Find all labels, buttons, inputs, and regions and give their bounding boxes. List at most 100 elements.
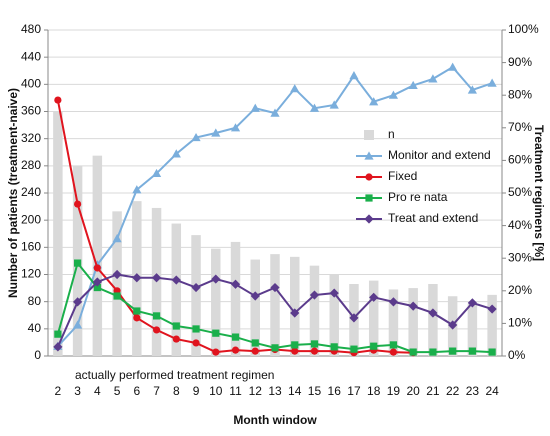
- y-tick-label: 120: [21, 267, 41, 281]
- marker: [151, 168, 162, 178]
- marker: [211, 274, 221, 284]
- y2-axis-title: Treatment regimens [%]: [532, 125, 546, 261]
- marker: [428, 74, 438, 83]
- y-tick-label: 40: [28, 321, 42, 335]
- marker: [250, 291, 260, 301]
- marker: [350, 345, 358, 353]
- marker: [365, 194, 373, 202]
- x-tick-label: 23: [466, 384, 480, 398]
- legend-label: Treat and extend: [388, 211, 478, 225]
- y2-tick-label: 0%: [508, 348, 526, 362]
- marker: [192, 325, 200, 333]
- marker: [349, 313, 359, 323]
- legend-label: Monitor and extend: [388, 148, 491, 162]
- marker: [132, 185, 142, 194]
- y-tick-label: 320: [21, 131, 41, 145]
- bar: [92, 155, 103, 356]
- y-tick-label: 440: [21, 49, 41, 63]
- marker: [112, 269, 122, 280]
- legend-swatch: [364, 130, 374, 140]
- marker: [389, 341, 398, 349]
- marker: [172, 335, 180, 343]
- y-tick-label: 480: [21, 22, 41, 36]
- annotation: actually performed treatment regimen: [75, 368, 274, 382]
- bar: [487, 294, 497, 356]
- marker: [54, 330, 62, 338]
- y2-tick-label: 100%: [508, 22, 539, 36]
- x-tick-label: 21: [426, 384, 440, 398]
- marker: [291, 347, 299, 355]
- marker: [93, 283, 101, 292]
- marker: [468, 347, 476, 355]
- x-tick-label: 14: [288, 384, 302, 398]
- x-tick-label: 19: [387, 384, 401, 398]
- y2-tick-label: 60%: [508, 153, 532, 167]
- y-tick-label: 160: [21, 240, 41, 254]
- marker: [250, 103, 260, 112]
- marker: [310, 340, 319, 348]
- marker: [270, 282, 280, 293]
- marker: [389, 348, 398, 356]
- x-tick-label: 17: [347, 384, 361, 398]
- marker: [290, 84, 300, 93]
- marker: [310, 347, 319, 355]
- marker: [133, 307, 141, 315]
- marker: [230, 123, 241, 132]
- y-tick-label: 0: [34, 348, 41, 362]
- y-tick-label: 80: [28, 294, 42, 308]
- marker: [74, 259, 82, 267]
- marker: [369, 97, 379, 106]
- bar: [467, 303, 478, 356]
- marker: [467, 298, 477, 308]
- y2-tick-label: 90%: [508, 55, 532, 69]
- bar: [428, 284, 438, 356]
- marker: [330, 343, 338, 351]
- marker: [112, 234, 122, 243]
- marker: [309, 290, 320, 300]
- marker: [291, 341, 299, 349]
- marker: [251, 347, 259, 355]
- y-tick-label: 200: [21, 212, 41, 226]
- marker: [428, 308, 438, 318]
- bar: [171, 223, 182, 356]
- marker: [449, 347, 457, 355]
- legend-label: n: [388, 127, 395, 141]
- x-tick-label: 9: [193, 384, 200, 398]
- x-tick-label: 4: [94, 384, 101, 398]
- marker: [271, 344, 279, 352]
- y-tick-label: 360: [21, 104, 41, 118]
- x-tick-label: 16: [328, 384, 342, 398]
- y2-tick-label: 80%: [508, 87, 532, 101]
- marker: [191, 132, 201, 142]
- marker: [365, 173, 373, 181]
- marker: [388, 297, 399, 307]
- marker: [467, 85, 477, 94]
- marker: [212, 348, 220, 356]
- bar: [270, 254, 280, 356]
- x-tick-label: 13: [268, 384, 282, 398]
- marker: [73, 297, 83, 307]
- y2-tick-label: 40%: [508, 218, 532, 232]
- marker: [408, 80, 418, 90]
- bar: [211, 248, 221, 356]
- marker: [54, 96, 62, 104]
- marker: [429, 348, 437, 356]
- marker: [172, 322, 180, 330]
- y-tick-label: 280: [21, 158, 41, 172]
- marker: [113, 292, 121, 300]
- marker: [309, 103, 320, 112]
- bar: [112, 211, 122, 356]
- x-tick-label: 7: [153, 384, 160, 398]
- x-tick-label: 15: [308, 384, 322, 398]
- marker: [364, 151, 374, 160]
- marker: [73, 320, 83, 329]
- y2-tick-label: 70%: [508, 120, 532, 134]
- marker: [93, 264, 101, 272]
- x-tick-label: 22: [446, 384, 460, 398]
- marker: [448, 62, 458, 71]
- x-axis-title: Month window: [233, 413, 317, 427]
- marker: [152, 326, 161, 334]
- marker: [408, 301, 418, 311]
- marker: [488, 348, 496, 356]
